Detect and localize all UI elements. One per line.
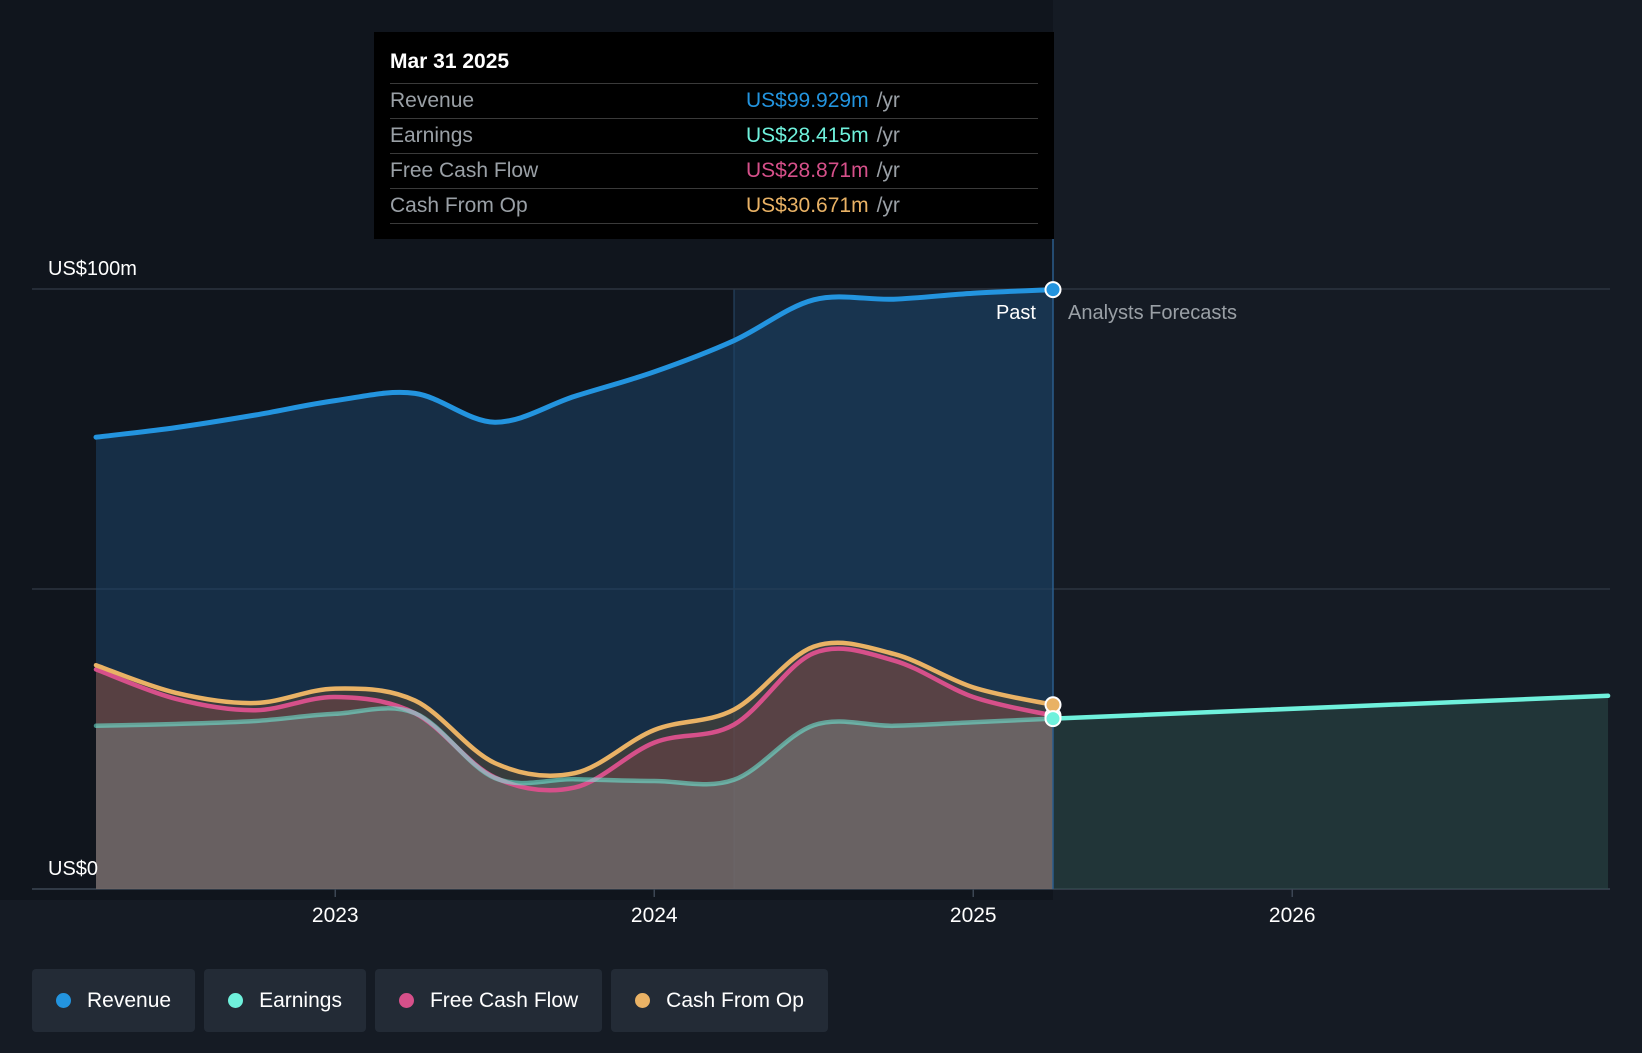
tooltip-value: US$30.671m bbox=[746, 194, 869, 217]
x-tick-label: 2023 bbox=[312, 904, 359, 927]
earnings-area bbox=[96, 708, 1053, 889]
legend-dot-icon bbox=[635, 993, 651, 1008]
x-tick-label: 2025 bbox=[950, 904, 997, 927]
tooltip-row-cash-from-op: Cash From Op US$30.671m /yr bbox=[390, 189, 1038, 224]
legend-item-cash-from-op[interactable]: Cash From Op bbox=[611, 969, 828, 1032]
tooltip-label: Cash From Op bbox=[390, 194, 528, 217]
tooltip-row-free-cash-flow: Free Cash Flow US$28.871m /yr bbox=[390, 154, 1038, 189]
earnings-line bbox=[93, 706, 1056, 787]
tooltip-unit: /yr bbox=[876, 159, 900, 182]
tooltip-unit: /yr bbox=[876, 194, 900, 217]
tooltip-unit: /yr bbox=[876, 124, 900, 147]
tooltip-row-revenue: Revenue US$99.929m /yr bbox=[390, 84, 1038, 119]
revenue-area bbox=[96, 289, 1053, 890]
past-label: Past bbox=[996, 302, 1036, 324]
tooltip-value: US$28.415m bbox=[746, 124, 869, 147]
tooltip-date: Mar 31 2025 bbox=[390, 48, 1038, 84]
tooltip-value: US$99.929m bbox=[746, 89, 869, 112]
earnings-forecast-line bbox=[1050, 693, 1611, 721]
earnings-endpoint-marker bbox=[1044, 710, 1062, 728]
legend-label: Earnings bbox=[259, 988, 342, 1012]
tooltip-row-earnings: Earnings US$28.415m /yr bbox=[390, 119, 1038, 154]
tooltip-unit: /yr bbox=[876, 89, 900, 112]
legend-item-free-cash-flow[interactable]: Free Cash Flow bbox=[374, 969, 603, 1032]
legend-dot-icon bbox=[56, 993, 71, 1008]
free-cash-flow-line bbox=[93, 646, 1056, 793]
label-layer: US$100m US$0 2023 2024 2025 2026 Past Analysts … bbox=[48, 258, 1316, 927]
tooltip-label: Earnings bbox=[390, 124, 473, 147]
x-tick-label: 2024 bbox=[631, 904, 678, 927]
legend-label: Revenue bbox=[87, 988, 172, 1012]
area-layer bbox=[96, 289, 1609, 890]
tooltip-label: Free Cash Flow bbox=[390, 159, 539, 182]
legend-label: Free Cash Flow bbox=[429, 988, 579, 1012]
legend-label: Cash From Op bbox=[666, 988, 804, 1012]
revenue-line bbox=[93, 287, 1056, 440]
legend-item-revenue[interactable]: Revenue bbox=[32, 969, 196, 1032]
y-tick-label: US$0 bbox=[48, 858, 98, 880]
legend-dot-icon bbox=[228, 993, 244, 1008]
revenue-endpoint-marker bbox=[1044, 281, 1062, 299]
earnings-forecast-area bbox=[1053, 695, 1609, 889]
tooltip-label: Revenue bbox=[390, 89, 475, 112]
cash-from-op-endpoint-marker bbox=[1044, 696, 1062, 714]
forecast-label: Analysts Forecasts bbox=[1068, 302, 1237, 324]
hover-tooltip: Mar 31 2025 Revenue US$99.929m /yr Earni… bbox=[374, 32, 1054, 239]
tooltip-value: US$28.871m bbox=[746, 159, 869, 182]
legend-item-earnings[interactable]: Earnings bbox=[204, 969, 366, 1032]
y-tick-label: US$100m bbox=[48, 258, 137, 280]
legend-dot-icon bbox=[398, 993, 414, 1008]
line-layer bbox=[93, 239, 1611, 889]
free-cash-flow-area bbox=[96, 648, 1053, 889]
cash-from-op-area bbox=[96, 642, 1053, 889]
chart-legend: Revenue Earnings Free Cash Flow Cash Fro… bbox=[32, 969, 828, 1032]
point-layer bbox=[1044, 281, 1062, 728]
cash-from-op-line bbox=[93, 640, 1056, 778]
x-tick-label: 2026 bbox=[1269, 904, 1316, 927]
